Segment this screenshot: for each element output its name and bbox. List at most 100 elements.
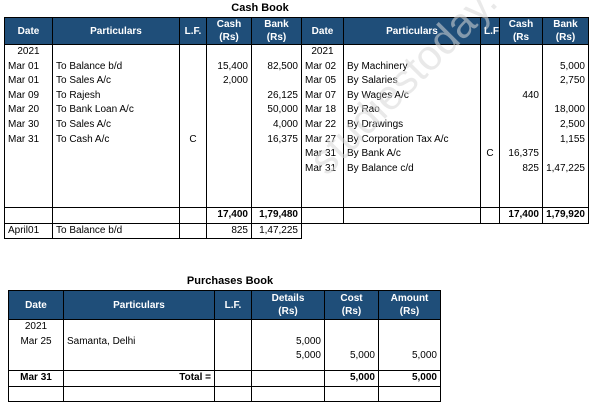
pb-details-1: 5,000 [295,335,321,347]
pb-cost-col: 5,000 [324,319,379,371]
pb-details-header: Details (Rs) [251,290,325,320]
pb-date-col: 2021 Mar 25 [8,319,64,371]
pb-total-date: Mar 31 [8,370,64,387]
pb-lf-header: L.F. [214,290,252,320]
credit-date-0: Mar 02 [305,60,337,72]
cb-cash-header: Cash (Rs) [206,17,252,45]
credit-lf-7 [484,162,496,177]
purchases-total-row: Mar 31 Total = 5,000 5,000 [8,370,441,387]
cash-book-table: Date Particulars L.F. Cash (Rs) Bank (Rs) … [4,17,589,240]
debit-cash-2 [210,89,248,104]
credit-bank-3: 18,000 [554,104,585,116]
debit-date-0: Mar 01 [8,60,40,72]
debit-cash-4 [210,118,248,133]
cash-book-body: 2021 Mar 01 Mar 01 Mar 09 Mar 20 Mar 30 Mar 3… [4,44,589,208]
debit-date-col: 2021 Mar 01 Mar 01 Mar 09 Mar 20 Mar 30 Mar 3… [4,44,53,208]
credit-particulars-0: By Machinery [347,60,408,72]
pb-entry-date: Mar 25 [20,335,52,347]
credit-bank-6 [546,147,585,162]
debit-cash-5 [210,133,248,148]
debit-particulars-3: To Bank Loan A/c [56,104,134,116]
debit-cash-0: 15,400 [217,60,248,72]
pb-total-amount: 5,000 [378,370,441,387]
debit-particulars-5: To Cash A/c [56,133,110,145]
pb-total-cost: 5,000 [324,370,379,387]
credit-cash-6: 16,375 [508,148,539,160]
credit-bank-total: 1,79,920 [542,207,589,224]
pb-amount-value: 5,000 [411,350,437,362]
opening-cash: 825 [206,223,252,240]
debit-date-4: Mar 30 [8,118,40,130]
purchases-book-title: Purchases Book [186,275,274,287]
debit-cash-col: 15,400 2,000 [206,44,252,208]
cb-date-header: Date [4,17,53,45]
credit-date-4: Mar 22 [305,118,337,130]
debit-cash-1: 2,000 [222,75,248,87]
credit-lf-1 [484,74,496,89]
pb-total-label: Total = [63,370,215,387]
credit-lf-5 [484,133,496,148]
pb-amount-col: 5,000 [378,319,441,371]
opening-balance-row: April01 To Balance b/d 825 1,47,225 [4,223,589,240]
credit-lf-6: C [486,148,494,160]
credit-date-col: 2021 Mar 02 Mar 05 Mar 07 Mar 18 Mar 22 Mar 2… [301,44,344,208]
credit-cash-4 [503,118,539,133]
credit-particulars-2: By Wages A/c [347,89,409,101]
debit-particulars-1: To Sales A/c [56,75,112,87]
debit-cash-3 [210,103,248,118]
cash-book-header-row: Date Particulars L.F. Cash (Rs) Bank (Rs) … [4,17,589,45]
credit-year: 2021 [311,46,334,57]
pb-entry-party: Samanta, Delhi [67,335,136,347]
credit-lf-0 [484,60,496,75]
pb-particulars-header: Particulars [63,290,215,320]
purchases-header-row: Date Particulars L.F. Details (Rs) Cost (R… [8,290,441,320]
credit-cash-0 [503,60,539,75]
debit-bank-3: 50,000 [267,104,298,116]
credit-cash-col: 440 16,375 825 [499,44,543,208]
cash-book-title: Cash Book [231,2,289,14]
credit-cash-1 [503,74,539,89]
debit-particulars-2: To Rajesh [56,89,101,101]
cb-particulars-header-right: Particulars [343,17,481,45]
pb-cost-value: 5,000 [349,350,375,362]
debit-date-5: Mar 31 [8,133,40,145]
credit-particulars-7: By Balance c/d [347,162,414,174]
pb-year: 2021 [24,321,48,332]
pb-details-2: 5,000 [295,350,321,362]
debit-lf-5: C [189,133,197,145]
debit-particulars-4: To Sales A/c [56,118,112,130]
debit-lf-2 [183,89,203,104]
cb-lf-header: L.F. [179,17,207,45]
purchases-book-table: Date Particulars L.F. Details (Rs) Cost (R… [8,290,441,402]
debit-lf-col: C [179,44,207,208]
credit-bank-1: 2,750 [559,75,585,87]
debit-bank-4: 4,000 [272,118,298,130]
credit-cash-total: 17,400 [499,207,543,224]
cash-book-totals-row: 17,400 1,79,480 17,400 1,79,920 [4,207,589,224]
debit-particulars-0: To Balance b/d [56,60,123,72]
credit-cash-7: 825 [522,162,539,174]
opening-particulars: To Balance b/d [52,223,180,240]
debit-date-3: Mar 20 [8,104,40,116]
pb-amount-header: Amount (Rs) [378,290,441,320]
opening-bank: 1,47,225 [251,223,302,240]
debit-particulars-col: To Balance b/d To Sales A/c To Rajesh To Ba… [52,44,180,208]
credit-bank-4: 2,500 [559,118,585,130]
credit-lf-3 [484,103,496,118]
credit-bank-col: 5,000 2,750 18,000 2,500 1,155 1,47,225 [542,44,589,208]
debit-bank-0: 82,500 [267,60,298,72]
cb-cash-header-right: Cash (Rs [499,17,543,45]
credit-particulars-6: By Bank A/c [347,148,401,160]
credit-date-2: Mar 07 [305,89,337,101]
credit-cash-5 [503,133,539,148]
pb-particulars-col: Samanta, Delhi [63,319,215,371]
purchases-blank-row [8,386,441,402]
credit-bank-2 [546,89,585,104]
debit-bank-2: 26,125 [267,89,298,101]
pb-cost-header: Cost (Rs) [324,290,379,320]
cb-bank-header: Bank (Rs) [251,17,302,45]
credit-particulars-4: By Drawings [347,118,404,130]
credit-date-7: Mar 31 [305,162,337,174]
credit-particulars-5: By Corporation Tax A/c [347,133,449,145]
credit-lf-2 [484,89,496,104]
